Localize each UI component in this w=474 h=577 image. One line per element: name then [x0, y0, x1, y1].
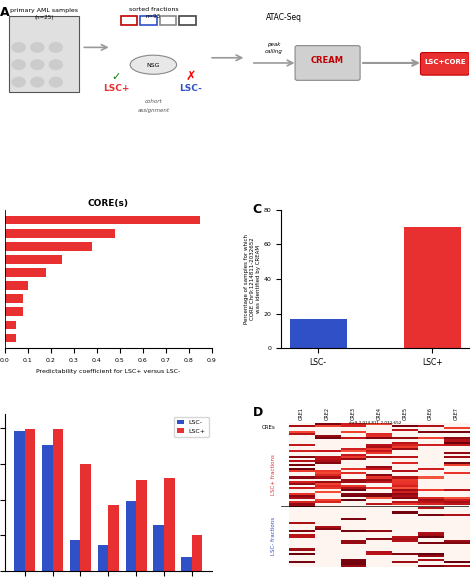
Bar [192, 535, 202, 571]
Text: CRE1: CRE1 [299, 407, 304, 420]
Bar [5, 321, 16, 329]
Text: CREAM: CREAM [311, 56, 344, 65]
FancyBboxPatch shape [295, 46, 360, 80]
Text: ATAC-Seq: ATAC-Seq [265, 13, 301, 22]
Bar [5, 268, 46, 277]
Bar [5, 229, 115, 238]
Text: ✓: ✓ [111, 72, 121, 83]
Bar [70, 539, 81, 571]
Bar [25, 429, 36, 571]
Circle shape [30, 59, 44, 70]
Text: CRE3: CRE3 [351, 407, 356, 420]
Text: LSC+CORE: LSC+CORE [424, 59, 466, 65]
Bar [154, 526, 164, 571]
Text: LSC- fractions: LSC- fractions [271, 518, 276, 556]
Circle shape [49, 59, 63, 70]
Text: D: D [253, 406, 263, 419]
Bar [9, 16, 79, 92]
Text: CRE6: CRE6 [428, 407, 433, 420]
Text: C: C [253, 203, 262, 216]
Circle shape [12, 59, 26, 70]
Circle shape [30, 77, 44, 87]
Text: ✗: ✗ [185, 70, 196, 83]
Bar [5, 282, 28, 290]
Text: CRE2: CRE2 [325, 407, 330, 420]
Ellipse shape [130, 55, 177, 74]
Bar [121, 16, 137, 25]
Text: LSC-: LSC- [179, 84, 202, 93]
Circle shape [49, 77, 63, 87]
Bar [5, 334, 16, 342]
Bar [14, 431, 25, 571]
Bar [5, 308, 23, 316]
Bar [81, 464, 91, 571]
Bar [160, 16, 176, 25]
Text: primary AML samples: primary AML samples [10, 8, 78, 13]
Text: assignment: assignment [137, 107, 169, 113]
Bar [5, 242, 92, 250]
Text: LSC+: LSC+ [103, 84, 129, 93]
Bar [181, 557, 192, 571]
Bar [98, 545, 108, 571]
Text: cohort: cohort [145, 99, 162, 104]
Y-axis label: Percentage of samples for which
CORE Chr9:1214811-2032652
was identified by CREA: Percentage of samples for which CORE Chr… [244, 234, 261, 324]
Text: CRE5: CRE5 [402, 407, 407, 420]
Bar [164, 478, 174, 571]
Circle shape [12, 42, 26, 53]
Text: A: A [0, 6, 10, 19]
Bar [136, 479, 147, 571]
Legend: LSC-, LSC+: LSC-, LSC+ [174, 417, 209, 437]
Circle shape [12, 77, 26, 87]
Bar [42, 445, 53, 571]
Bar [5, 255, 62, 264]
Text: LSC+ fractions: LSC+ fractions [271, 455, 276, 496]
Bar [404, 227, 461, 349]
Text: CRE7: CRE7 [454, 407, 459, 420]
X-axis label: Predictability coefficient for LSC+ versus LSC-: Predictability coefficient for LSC+ vers… [36, 369, 181, 374]
Text: NSG: NSG [146, 62, 160, 68]
Circle shape [49, 42, 63, 53]
Text: peak: peak [267, 42, 281, 47]
Circle shape [30, 42, 44, 53]
Text: CRE4: CRE4 [376, 407, 382, 420]
Text: sorted fractions: sorted fractions [128, 7, 178, 12]
Bar [108, 505, 119, 571]
Bar [179, 16, 196, 25]
Bar [5, 294, 23, 303]
Bar [5, 216, 201, 224]
Bar [140, 16, 156, 25]
Bar [126, 501, 136, 571]
Text: calling: calling [265, 48, 283, 54]
Bar [290, 319, 346, 349]
Text: n=93: n=93 [146, 14, 161, 19]
Title: CORE(s): CORE(s) [88, 198, 129, 208]
FancyBboxPatch shape [420, 53, 469, 75]
Text: (n=25): (n=25) [35, 15, 54, 20]
Bar [53, 429, 63, 571]
Text: CREs: CREs [262, 425, 276, 430]
